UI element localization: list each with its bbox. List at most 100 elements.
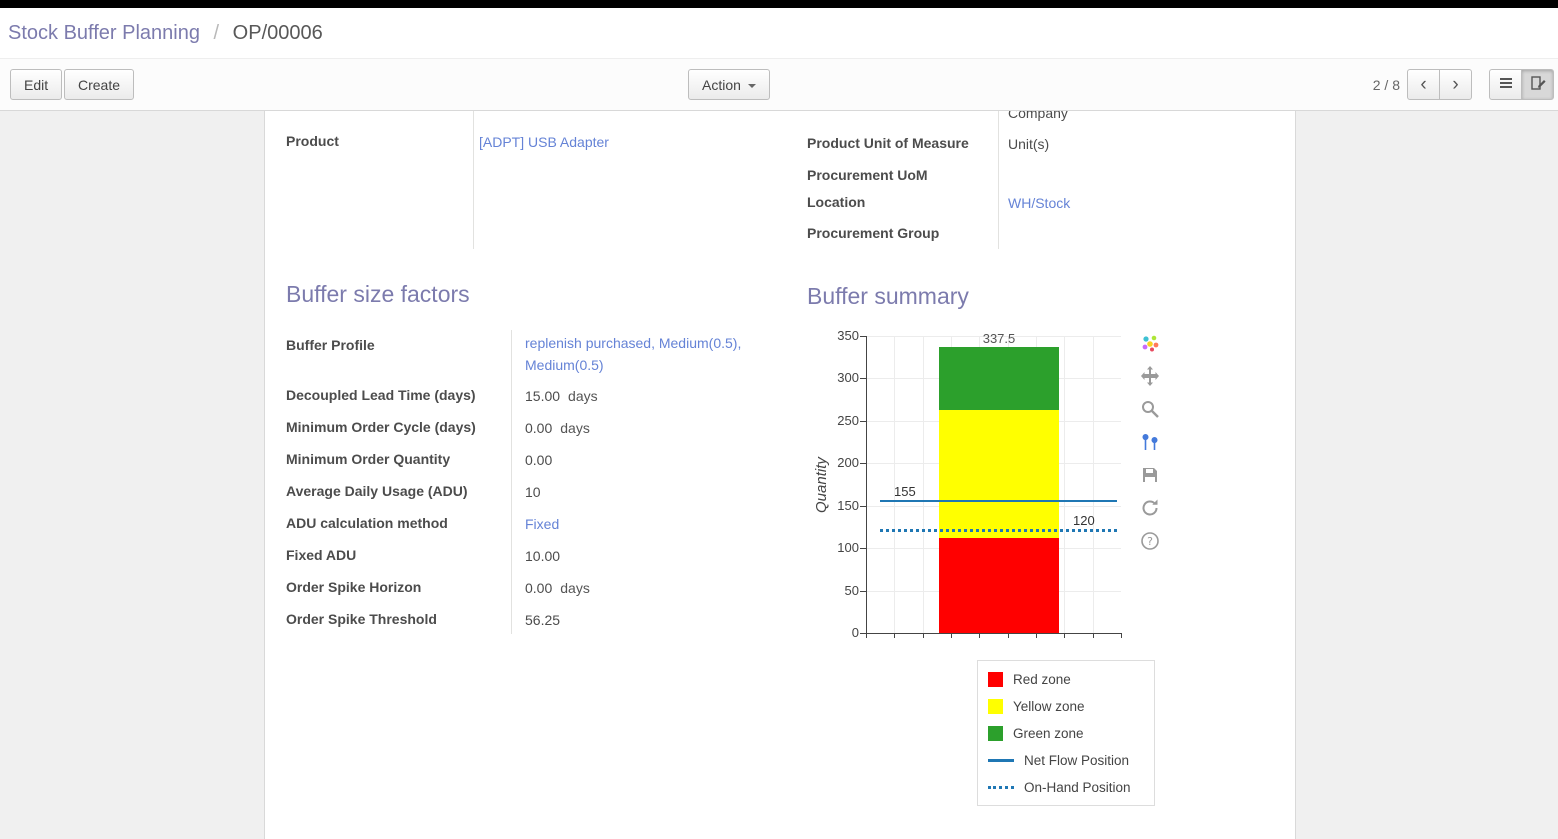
- field-value-minimum-order-cycle: 0.00 days: [525, 417, 775, 439]
- field-label-product-uom: Product Unit of Measure: [807, 135, 969, 151]
- field-value-product-link[interactable]: [ADPT] USB Adapter: [479, 134, 609, 150]
- save-image-icon[interactable]: [1140, 465, 1160, 485]
- reset-axes-icon[interactable]: [1140, 498, 1160, 518]
- legend-item[interactable]: On-Hand Position: [988, 778, 1144, 796]
- y-tick-label: 0: [851, 625, 859, 640]
- v-gridline: [1064, 336, 1066, 633]
- line-swatch: [988, 758, 1014, 762]
- section-title-buffer-summary: Buffer summary: [807, 283, 969, 309]
- action-dropdown-button[interactable]: Action: [688, 69, 770, 100]
- breadcrumb-parent-link[interactable]: Stock Buffer Planning: [8, 22, 200, 44]
- legend-item[interactable]: Red zone: [988, 670, 1144, 688]
- x-axis-line: [866, 633, 1121, 634]
- field-value-suffix: days: [560, 420, 590, 436]
- pager-next-button[interactable]: ›: [1439, 69, 1472, 100]
- top-menu-bar: [0, 0, 1558, 8]
- y-tick-mark: [860, 633, 866, 634]
- compare-hover-icon[interactable]: [1140, 432, 1160, 452]
- label-column-divider: [473, 111, 474, 249]
- chart-legend: Red zone Yellow zone Green zone Net Flow Po…: [977, 660, 1155, 806]
- caret-down-icon: [747, 83, 756, 88]
- v-gridline: [894, 336, 896, 633]
- field-value-adu-calculation-method-link[interactable]: Fixed: [525, 516, 560, 532]
- field-label-order-spike-threshold: Order Spike Threshold: [286, 611, 437, 627]
- y-tick-label: 50: [844, 582, 859, 598]
- legend-item[interactable]: Net Flow Position: [988, 751, 1144, 769]
- legend-item[interactable]: Yellow zone: [988, 697, 1144, 715]
- pager-previous-button[interactable]: ‹: [1407, 69, 1440, 100]
- bar-cumulative-label: 337.5: [982, 330, 1016, 346]
- view-switcher: [1489, 69, 1554, 100]
- field-value-order-spike-threshold: 56.25: [525, 612, 561, 628]
- list-view-button[interactable]: [1489, 69, 1522, 100]
- x-tick-mark: [922, 633, 924, 638]
- field-value-product-uom: Unit(s): [1008, 136, 1050, 152]
- buffer-chart: Quantity 050100150200250300350112.5262.5…: [807, 325, 1179, 835]
- square-swatch: [988, 698, 1003, 714]
- pager-value: 2 / 8: [1372, 77, 1400, 93]
- field-value-suffix: days: [560, 580, 590, 596]
- pan-icon[interactable]: [1140, 366, 1160, 386]
- form-view-icon: [1530, 75, 1546, 94]
- field-label-minimum-order-cycle: Minimum Order Cycle (days): [286, 419, 476, 435]
- field-label-product: Product: [286, 133, 339, 149]
- help-icon[interactable]: ?: [1140, 531, 1160, 551]
- y-tick-mark: [860, 548, 866, 550]
- field-value-location-link[interactable]: WH/Stock: [1008, 195, 1071, 211]
- field-value-order-spike-horizon: 0.00 days: [525, 577, 775, 599]
- y-tick-mark: [860, 420, 866, 422]
- zoom-icon[interactable]: [1140, 399, 1160, 419]
- label-column-divider: [511, 330, 512, 634]
- field-value-number: 0.00: [525, 420, 553, 436]
- field-group-right: Company Product Unit of Measure Unit(s) …: [807, 111, 1287, 249]
- field-label-order-spike-horizon: Order Spike Horizon: [286, 579, 422, 595]
- plotly-logo-icon[interactable]: [1140, 333, 1160, 353]
- field-label-fixed-adu: Fixed ADU: [286, 547, 357, 563]
- legend-label: Net Flow Position: [1024, 752, 1130, 768]
- field-label-decoupled-lead-time: Decoupled Lead Time (days): [286, 387, 476, 403]
- y-tick-label: 200: [837, 455, 859, 471]
- y-tick-label: 250: [837, 412, 859, 428]
- edit-button[interactable]: Edit: [10, 69, 63, 100]
- reference-line-label: 155: [894, 483, 916, 499]
- legend-item[interactable]: Green zone: [988, 724, 1144, 742]
- y-tick-label: 150: [837, 497, 859, 513]
- x-tick-mark: [894, 633, 896, 638]
- field-group-left: Product [ADPT] USB Adapter: [286, 111, 766, 249]
- y-tick-label: 300: [837, 370, 859, 386]
- field-label-procurement-group: Procurement Group: [807, 225, 940, 241]
- field-label-buffer-profile: Buffer Profile: [286, 337, 375, 353]
- field-value-suffix: days: [568, 388, 598, 404]
- legend-label: On-Hand Position: [1024, 779, 1131, 795]
- x-tick-mark: [866, 633, 867, 638]
- field-value-fixed-adu: 10.00: [525, 548, 561, 564]
- reference-line-dotted: [880, 529, 1117, 533]
- y-tick-label: 350: [837, 328, 859, 343]
- square-swatch: [988, 725, 1003, 741]
- field-label-average-daily-usage: Average Daily Usage (ADU): [286, 483, 468, 499]
- chart-toolbar: ?: [1137, 333, 1163, 551]
- field-value-buffer-profile-link[interactable]: replenish purchased, Medium(0.5), Medium…: [525, 335, 742, 373]
- list-view-icon: [1498, 75, 1514, 94]
- form-view-button[interactable]: [1521, 69, 1554, 100]
- chevron-left-icon: ‹: [1420, 74, 1427, 95]
- v-gridline: [922, 336, 924, 633]
- y-tick-mark: [860, 590, 866, 592]
- field-label-procurement-uom: Procurement UoM: [807, 167, 928, 183]
- x-tick-mark: [979, 633, 981, 638]
- chart-plot-area[interactable]: 050100150200250300350112.5262.5337.51551…: [807, 325, 1179, 835]
- x-tick-mark: [951, 633, 952, 638]
- breadcrumb-current: OP/00006: [232, 22, 323, 44]
- field-value-minimum-order-quantity: 0.00: [525, 452, 553, 468]
- dotted-line-swatch: [988, 785, 1014, 789]
- h-gridline: [866, 336, 1121, 337]
- y-tick-mark: [860, 505, 866, 507]
- reference-line-solid: [880, 499, 1117, 502]
- form-sheet: Product [ADPT] USB Adapter Company Produ…: [264, 111, 1296, 839]
- legend-label: Green zone: [1013, 725, 1084, 741]
- field-value-average-daily-usage: 10: [525, 484, 541, 500]
- create-button[interactable]: Create: [64, 69, 135, 100]
- y-tick-mark: [860, 463, 866, 465]
- reference-line-label: 120: [1073, 513, 1095, 529]
